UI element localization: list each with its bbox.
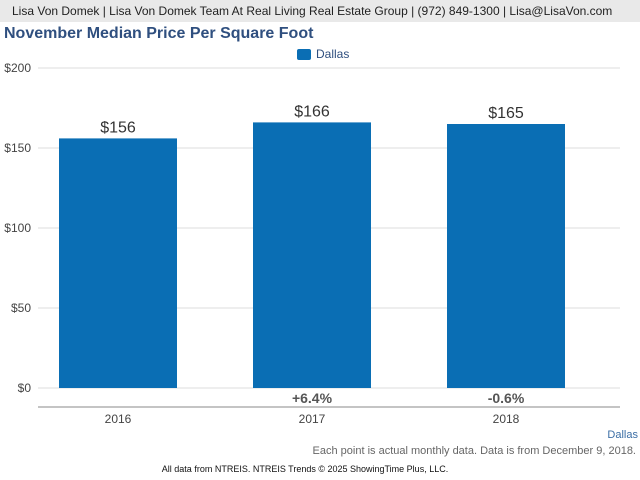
y-tick-label: $100 — [4, 221, 31, 235]
data-label: $156 — [100, 119, 136, 136]
bar-2018 — [447, 124, 565, 388]
y-tick-label: $200 — [4, 61, 31, 75]
change-label: +6.4% — [292, 390, 333, 406]
contact-info: Lisa Von Domek | Lisa Von Domek Team At … — [12, 4, 613, 18]
data-label: $166 — [294, 103, 330, 120]
bar-chart: $0 $50 $100 $150 $200 $156 2016 $166 +6.4% 2017 $1… — [4, 61, 620, 426]
chart-title: November Median Price Per Square Foot — [4, 25, 314, 42]
x-tick-label: 2018 — [493, 412, 520, 426]
x-tick-label: 2016 — [105, 412, 132, 426]
contact-header-bar: Lisa Von Domek | Lisa Von Domek Team At … — [0, 0, 640, 22]
footer-attribution: All data from NTREIS. NTREIS Trends © 20… — [0, 464, 640, 474]
y-tick-label: $150 — [4, 141, 31, 155]
bar-2016 — [59, 138, 177, 388]
legend-swatch-dallas — [297, 48, 311, 60]
bar-2017 — [253, 122, 371, 389]
chart-legend[interactable]: Dallas — [297, 46, 349, 62]
x-tick-label: 2017 — [299, 412, 326, 426]
data-label: $165 — [488, 105, 524, 122]
legend-label-dallas: Dallas — [316, 47, 350, 61]
series-label: Dallas — [607, 429, 638, 441]
y-tick-label: $50 — [11, 301, 31, 315]
data-note: Each point is actual monthly data. Data … — [312, 445, 636, 457]
y-tick-label: $0 — [18, 381, 32, 395]
footer-text: All data from NTREIS. NTREIS Trends © 20… — [161, 464, 449, 474]
change-label: -0.6% — [488, 390, 525, 406]
